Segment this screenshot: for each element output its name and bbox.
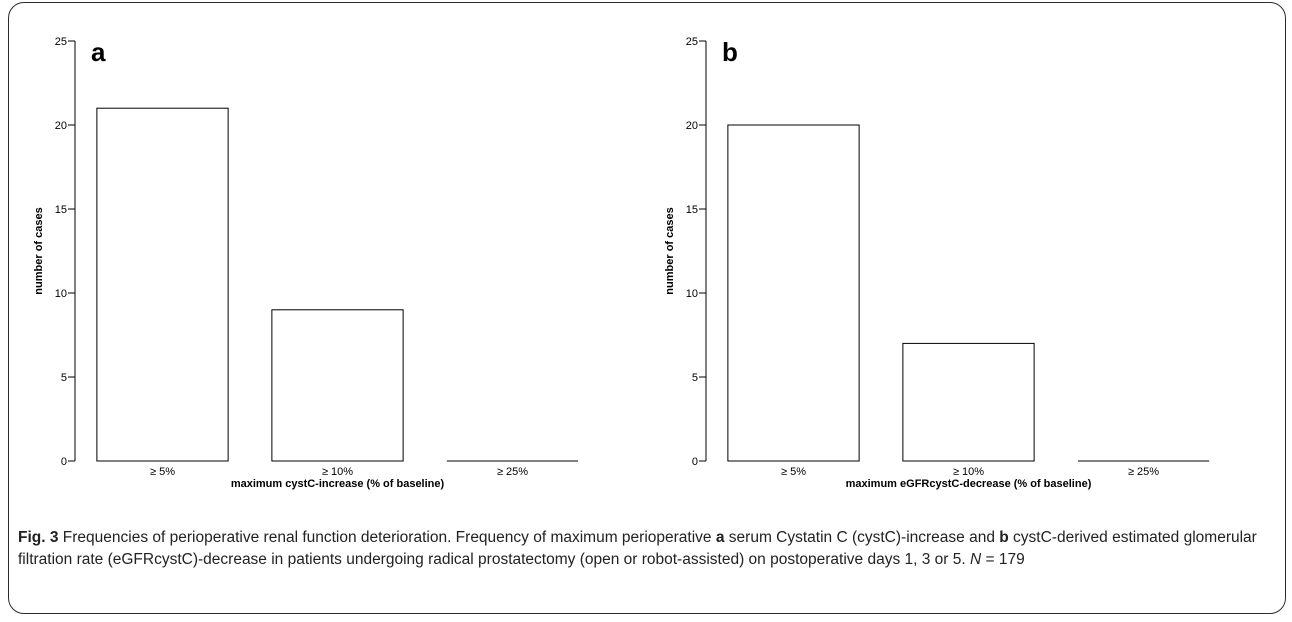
x-tick-label: ≥ 25% (497, 466, 528, 478)
caption-title: Frequencies of perioperative renal funct… (58, 529, 716, 546)
x-tick-label: ≥ 10% (322, 466, 353, 478)
figure-caption: Fig. 3 Frequencies of perioperative rena… (18, 527, 1268, 571)
y-tick-label: 25 (55, 36, 67, 48)
y-tick-label: 5 (692, 372, 698, 384)
y-tick-label: 20 (686, 120, 698, 132)
chart-panel-b: b 0 5 10 15 20 25 ≥ 5% ≥ 10% ≥ 25% maximum eGFRcys… (664, 36, 1210, 490)
x-tick-label: ≥ 25% (1128, 466, 1159, 478)
y-axis-title: number of cases (664, 207, 676, 294)
x-tick-label: ≥ 5% (150, 466, 175, 478)
y-tick-label: 5 (61, 372, 67, 384)
y-tick-label: 15 (686, 204, 698, 216)
y-tick-label: 0 (692, 456, 698, 468)
figure-frame: a 0 5 10 15 20 25 ≥ 5% ≥ 10% ≥ 25% maximum cystC-i… (8, 2, 1286, 614)
caption-text-a: serum Cystatin C (cystC)-increase and (724, 529, 1000, 546)
caption-n-value: = 179 (981, 551, 1025, 568)
caption-text-b: cystC-derived estimated glomerular filtr… (18, 529, 1257, 568)
panel-letter: b (722, 37, 738, 67)
bar (902, 342, 1035, 462)
x-axis-title: maximum cystC-increase (% of baseline) (231, 478, 445, 490)
y-tick-label: 15 (55, 204, 67, 216)
chart-panel-a: a 0 5 10 15 20 25 ≥ 5% ≥ 10% ≥ 25% maximum cystC-i… (33, 36, 579, 490)
x-tick-label: ≥ 10% (953, 466, 984, 478)
y-tick-label: 0 (61, 456, 67, 468)
caption-ref-b: b (999, 529, 1009, 546)
y-tick-label: 20 (55, 120, 67, 132)
y-tick-label: 10 (686, 288, 698, 300)
y-tick-label: 10 (55, 288, 67, 300)
y-axis-title: number of cases (33, 207, 45, 294)
y-tick-label: 25 (686, 36, 698, 48)
bar (727, 124, 860, 462)
x-axis-title: maximum eGFRcystC-decrease (% of baselin… (846, 478, 1092, 490)
panel-letter: a (91, 37, 106, 67)
bar (96, 107, 229, 462)
caption-fig-label: Fig. 3 (18, 529, 59, 546)
caption-ref-a: a (715, 529, 725, 546)
bar (271, 309, 404, 462)
caption-n-label: N (970, 551, 982, 568)
x-tick-label: ≥ 5% (781, 466, 806, 478)
